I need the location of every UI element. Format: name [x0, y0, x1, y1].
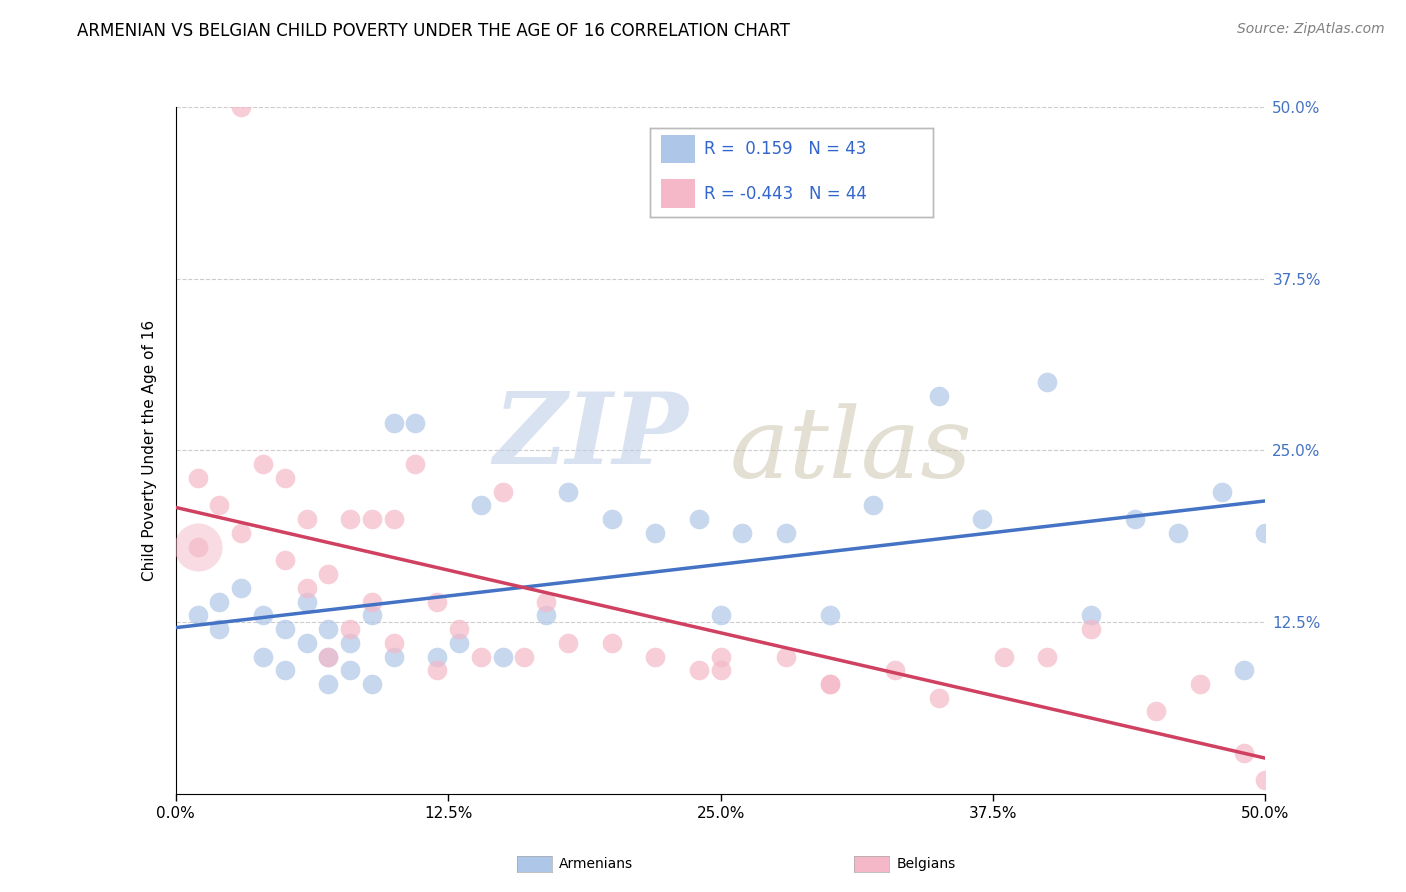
Point: [318, 567, 340, 582]
Point: [600, 636, 623, 650]
Point: [534, 608, 557, 623]
Point: [993, 649, 1015, 664]
Point: [360, 512, 382, 526]
Point: [339, 622, 361, 636]
Point: [970, 512, 993, 526]
Point: [644, 649, 666, 664]
Point: [186, 608, 209, 623]
Point: [426, 663, 449, 677]
Point: [1036, 375, 1059, 389]
Text: Source: ZipAtlas.com: Source: ZipAtlas.com: [1237, 22, 1385, 37]
Point: [1123, 512, 1146, 526]
Point: [252, 457, 274, 471]
Point: [295, 512, 318, 526]
Point: [405, 457, 427, 471]
Point: [295, 636, 318, 650]
Point: [295, 581, 318, 595]
Point: [426, 594, 449, 608]
Point: [318, 649, 340, 664]
Point: [252, 608, 274, 623]
Text: R =  0.159   N = 43: R = 0.159 N = 43: [703, 140, 866, 158]
Point: [339, 663, 361, 677]
Point: [492, 484, 515, 499]
Point: [928, 388, 950, 402]
Text: R = -0.443   N = 44: R = -0.443 N = 44: [703, 185, 866, 202]
Point: [513, 649, 536, 664]
Point: [470, 499, 492, 513]
Point: [339, 636, 361, 650]
Point: [360, 608, 382, 623]
Point: [447, 622, 470, 636]
Point: [884, 663, 907, 677]
Point: [360, 594, 382, 608]
Point: [231, 581, 253, 595]
Point: [274, 471, 297, 485]
Point: [600, 512, 623, 526]
Point: [644, 525, 666, 540]
Point: [405, 416, 427, 430]
Point: [274, 622, 297, 636]
Point: [1232, 663, 1256, 677]
Point: [1211, 484, 1233, 499]
Point: [1080, 622, 1102, 636]
Point: [557, 636, 579, 650]
Text: Armenians: Armenians: [558, 857, 633, 871]
Point: [928, 690, 950, 705]
Point: [447, 636, 470, 650]
Point: [688, 663, 710, 677]
Point: [534, 594, 557, 608]
Point: [318, 622, 340, 636]
Point: [1254, 525, 1277, 540]
Point: [274, 663, 297, 677]
Point: [295, 594, 318, 608]
Point: [186, 471, 209, 485]
Text: atlas: atlas: [730, 403, 973, 498]
Text: ZIP: ZIP: [494, 389, 688, 485]
Point: [1144, 705, 1167, 719]
Y-axis label: Child Poverty Under the Age of 16: Child Poverty Under the Age of 16: [142, 320, 157, 581]
Point: [818, 608, 841, 623]
Point: [731, 525, 754, 540]
Point: [557, 484, 579, 499]
Point: [339, 512, 361, 526]
Point: [318, 649, 340, 664]
Point: [186, 540, 209, 554]
Point: [1232, 746, 1256, 760]
Point: [1254, 773, 1277, 788]
Point: [862, 499, 884, 513]
Point: [1036, 649, 1059, 664]
Point: [426, 649, 449, 664]
Point: [382, 416, 405, 430]
Point: [688, 512, 710, 526]
Point: [382, 636, 405, 650]
Point: [1189, 677, 1212, 691]
Point: [208, 594, 231, 608]
Point: [382, 512, 405, 526]
Point: [710, 663, 733, 677]
Point: [360, 677, 382, 691]
Point: [252, 649, 274, 664]
Point: [492, 649, 515, 664]
Point: [818, 677, 841, 691]
Point: [470, 649, 492, 664]
Point: [208, 622, 231, 636]
Text: ARMENIAN VS BELGIAN CHILD POVERTY UNDER THE AGE OF 16 CORRELATION CHART: ARMENIAN VS BELGIAN CHILD POVERTY UNDER …: [77, 22, 790, 40]
Point: [775, 649, 797, 664]
Point: [208, 499, 231, 513]
Point: [775, 525, 797, 540]
Point: [382, 649, 405, 664]
Point: [318, 677, 340, 691]
Point: [186, 540, 209, 554]
Text: Belgians: Belgians: [897, 857, 956, 871]
Point: [274, 553, 297, 567]
Point: [710, 608, 733, 623]
Point: [818, 677, 841, 691]
Point: [710, 649, 733, 664]
Point: [231, 100, 253, 114]
Bar: [661, 179, 695, 208]
Bar: [661, 135, 695, 163]
Point: [1167, 525, 1189, 540]
Point: [231, 525, 253, 540]
Point: [1080, 608, 1102, 623]
